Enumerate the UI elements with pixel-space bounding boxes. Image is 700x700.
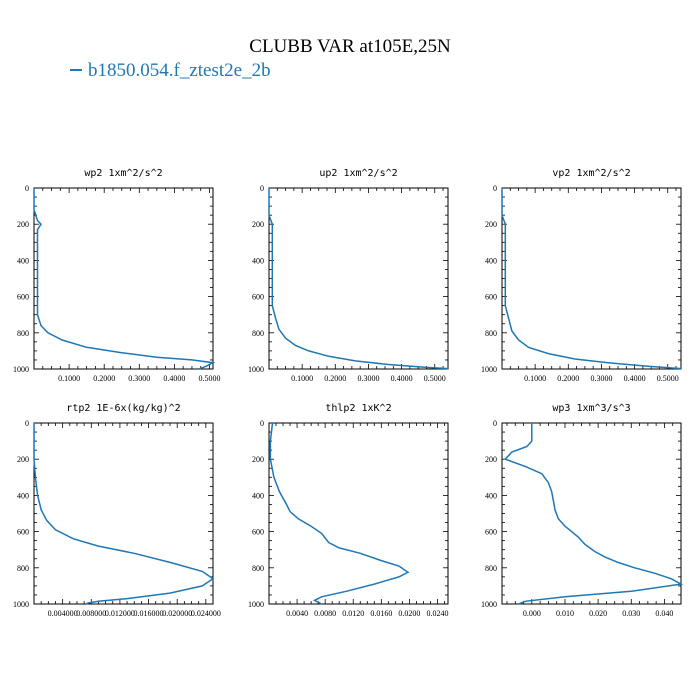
y-tick-label: 400	[17, 491, 29, 500]
x-tick-label: 0.0240	[426, 609, 448, 618]
y-tick-label: 1000	[248, 365, 264, 374]
series-line	[269, 422, 410, 605]
y-tick-label: 800	[485, 329, 497, 338]
x-tick-label: 0.3000	[590, 374, 612, 383]
plot-frame	[501, 187, 682, 370]
plot-frame	[33, 422, 214, 605]
panel-5: thlp2 1xK^2 0 200 400 600 800 1000 0.0040 0.0080…	[248, 403, 449, 618]
y-tick-label: 400	[485, 491, 497, 500]
y-tick-label: 0	[25, 184, 29, 193]
y-tick-label: 0	[493, 184, 497, 193]
y-tick-label: 1000	[481, 365, 497, 374]
x-tick-label: 0.020000	[162, 609, 192, 618]
y-tick-label: 600	[17, 528, 29, 537]
y-tick-label: 600	[485, 528, 497, 537]
x-tick-label: 0.0200	[398, 609, 420, 618]
panel-title: up2 1xm^2/s^2	[319, 168, 397, 179]
plot-frame	[268, 422, 449, 605]
y-tick-label: 400	[252, 491, 264, 500]
x-tick-label: 0.000	[523, 609, 541, 618]
x-tick-label: 0.5000	[198, 374, 220, 383]
x-tick-label: 0.0080	[314, 609, 336, 618]
y-tick-label: 600	[485, 293, 497, 302]
x-tick-label: 0.0040	[286, 609, 308, 618]
x-tick-label: 0.2000	[93, 374, 115, 383]
panel-6: wp3 1xm^3/s^3 0 200 400 600 800 1000 0.000 0.010…	[481, 403, 684, 618]
y-tick-label: 0	[493, 419, 497, 428]
x-tick-label: 0.3000	[128, 374, 150, 383]
y-tick-label: 200	[17, 455, 29, 464]
plot-frame	[33, 187, 214, 370]
y-tick-label: 400	[252, 256, 264, 265]
y-tick-label: 1000	[13, 600, 29, 609]
y-tick-label: 600	[252, 293, 264, 302]
plot-frame	[268, 187, 449, 370]
x-tick-label: 0.030	[622, 609, 640, 618]
y-tick-label: 200	[252, 455, 264, 464]
x-tick-label: 0.040	[655, 609, 673, 618]
figure-title: CLUBB VAR at105E,25N	[249, 36, 451, 57]
y-tick-label: 1000	[13, 365, 29, 374]
x-tick-label: 0.016000	[134, 609, 164, 618]
x-tick-label: 0.4000	[624, 374, 646, 383]
x-tick-label: 0.3000	[357, 374, 379, 383]
x-tick-label: 0.2000	[324, 374, 346, 383]
y-tick-label: 200	[485, 455, 497, 464]
y-tick-label: 200	[17, 220, 29, 229]
x-tick-label: 0.1000	[291, 374, 313, 383]
x-tick-label: 0.5000	[424, 374, 446, 383]
x-tick-label: 0.012000	[105, 609, 135, 618]
y-tick-label: 800	[485, 564, 497, 573]
y-tick-label: 0	[25, 419, 29, 428]
y-tick-label: 0	[260, 184, 264, 193]
panel-title: wp3 1xm^3/s^3	[552, 403, 630, 414]
y-tick-label: 800	[252, 329, 264, 338]
y-tick-label: 200	[252, 220, 264, 229]
y-tick-label: 600	[17, 293, 29, 302]
x-tick-label: 0.4000	[391, 374, 413, 383]
series-line	[33, 188, 216, 370]
x-tick-label: 0.008000	[76, 609, 106, 618]
y-tick-label: 1000	[248, 600, 264, 609]
y-tick-label: 800	[17, 329, 29, 338]
series-line	[503, 423, 684, 605]
x-tick-label: 0.2000	[557, 374, 579, 383]
y-tick-label: 1000	[481, 600, 497, 609]
x-tick-label: 0.020	[589, 609, 607, 618]
panel-title: wp2 1xm^2/s^2	[84, 168, 162, 179]
x-tick-label: 0.0120	[342, 609, 364, 618]
legend: b1850.054.f_ztest2e_2b	[70, 60, 271, 82]
panel-title: rtp2 1E-6x(kg/kg)^2	[66, 403, 180, 414]
y-tick-label: 0	[260, 419, 264, 428]
x-tick-label: 0.010	[556, 609, 574, 618]
series-line	[33, 423, 215, 605]
x-tick-label: 0.0160	[370, 609, 392, 618]
y-tick-label: 800	[252, 564, 264, 573]
plot-frame	[501, 422, 682, 605]
x-tick-label: 0.1000	[524, 374, 546, 383]
x-tick-label: 0.5000	[657, 374, 679, 383]
series-line	[501, 188, 682, 370]
x-tick-label: 0.1000	[58, 374, 80, 383]
y-tick-label: 200	[485, 220, 497, 229]
y-tick-label: 400	[485, 256, 497, 265]
legend-line-icon	[70, 68, 82, 71]
legend-label: b1850.054.f_ztest2e_2b	[88, 60, 271, 81]
y-tick-label: 600	[252, 528, 264, 537]
panel-title: vp2 1xm^2/s^2	[552, 168, 630, 179]
y-tick-label: 800	[17, 564, 29, 573]
panel-title: thlp2 1xK^2	[325, 403, 391, 414]
x-tick-label: 0.004000	[48, 609, 78, 618]
y-tick-label: 400	[17, 256, 29, 265]
series-line	[268, 188, 449, 370]
panel-3: vp2 1xm^2/s^2 0 200 400 600 800 1000 0.1000 0.20…	[481, 168, 682, 383]
panel-1: wp2 1xm^2/s^2 0 200 400 600 800 1000 0.1000 0.20…	[13, 168, 220, 383]
panel-4: rtp2 1E-6x(kg/kg)^2 0 200 400 600 800 1000 0.00…	[13, 403, 221, 618]
x-tick-label: 0.024000	[191, 609, 221, 618]
x-tick-label: 0.4000	[163, 374, 185, 383]
panel-2: up2 1xm^2/s^2 0 200 400 600 800 1000 0.1000 0.20…	[248, 168, 449, 383]
